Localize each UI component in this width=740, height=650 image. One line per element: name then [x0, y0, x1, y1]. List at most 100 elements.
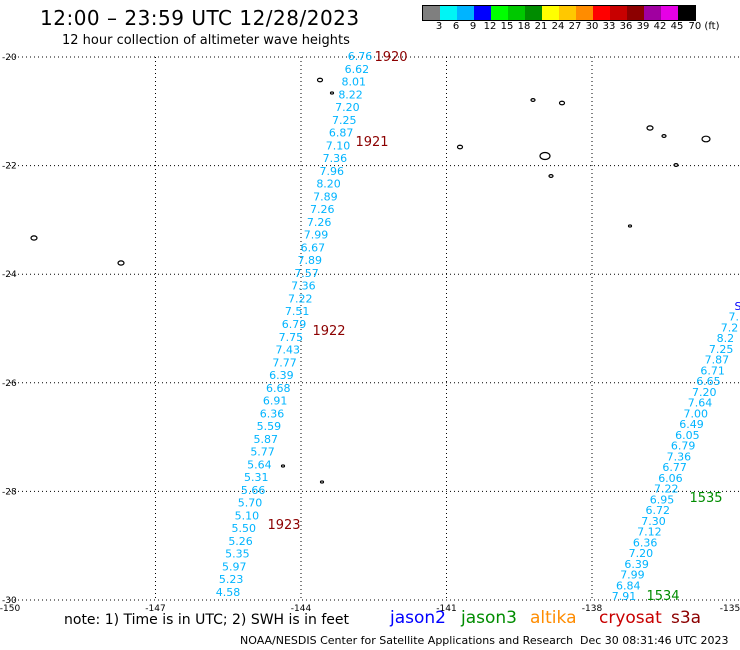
- pass-time-label: 1920: [374, 50, 407, 65]
- swh-value-label: 6.05: [675, 429, 700, 442]
- lat-tick-label: -26: [2, 379, 17, 389]
- swh-value-label: 6.77: [662, 461, 687, 474]
- swh-value-label: 7.43: [275, 344, 300, 357]
- satellite-legend-cryosat: cryosat: [599, 608, 662, 628]
- swh-value-label: 4.58: [216, 586, 241, 599]
- color-swatch: [525, 6, 542, 20]
- swh-value-label: 7.36: [667, 450, 692, 463]
- satellite-legend-jason2: jason2: [390, 608, 446, 628]
- island-outline: [646, 125, 654, 131]
- timestamp-text: Dec 30 08:31:46 UTC 2023: [580, 634, 729, 647]
- swh-value-label: 7.99: [620, 569, 645, 582]
- color-legend-label: 15: [500, 21, 514, 32]
- color-legend-label: 3: [435, 21, 443, 32]
- swh-value-label: 5.66: [241, 484, 266, 497]
- lon-tick-label: -135: [720, 604, 740, 614]
- swh-value-label: 7.2: [721, 321, 739, 334]
- lat-tick-label: -24: [2, 270, 17, 280]
- swh-value-label: 7.20: [692, 386, 717, 399]
- swh-value-label: 7.89: [297, 254, 322, 267]
- swh-value-label: 7.25: [332, 114, 357, 127]
- swh-value-label: 6.79: [671, 440, 696, 453]
- color-swatch: [678, 6, 695, 20]
- color-legend-label: 9: [469, 21, 477, 32]
- map-axis-labels: -150 -147 -144 -141 -138 -135 -20 -22 -24 -26 -28 -…: [0, 53, 740, 614]
- island-outline: [329, 91, 335, 95]
- swh-value-label: 6.84: [616, 579, 641, 592]
- color-legend-label: 33: [602, 21, 616, 32]
- swh-value-label: 6.76: [348, 50, 373, 63]
- swh-value-label: 6.72: [646, 504, 671, 517]
- color-swatch: [440, 6, 457, 20]
- satellite-legend-jason3: jason3: [461, 608, 517, 628]
- credit-text: NOAA/NESDIS Center for Satellite Applica…: [240, 634, 574, 647]
- swh-value-label: 7.: [729, 311, 740, 324]
- satellite-legend-s3a: s3a: [671, 608, 702, 628]
- lat-tick-label: -30: [2, 596, 17, 606]
- swh-value-label: 7.26: [307, 216, 332, 229]
- satellite-legend-altika: altika: [530, 608, 577, 628]
- pass-time-label: 1921: [355, 135, 388, 150]
- swh-value-label: 8.22: [338, 88, 363, 101]
- color-swatch: [542, 6, 559, 20]
- lon-tick-label: -138: [582, 604, 603, 614]
- color-legend-label: 36: [619, 21, 633, 32]
- swh-value-label: 5.77: [250, 446, 275, 459]
- color-legend-label: 18: [517, 21, 531, 32]
- island-outline: [30, 235, 38, 241]
- swh-value-label: 6.87: [329, 127, 354, 140]
- swh-value-label: 7.75: [279, 331, 304, 344]
- swh-value-label: 7.91: [612, 590, 637, 603]
- swh-value-label: 5.59: [257, 420, 282, 433]
- color-swatch: [610, 6, 627, 20]
- color-legend-label: 27: [568, 21, 582, 32]
- swh-value-label: 6.36: [633, 536, 658, 549]
- lon-tick-label: -141: [436, 604, 456, 614]
- page-title: 12:00 – 23:59 UTC 12/28/2023: [40, 6, 360, 30]
- swh-value-label: 7.20: [629, 547, 654, 560]
- swh-value-label: 6.65: [696, 375, 721, 388]
- island-outline: [319, 480, 325, 484]
- color-swatch: [576, 6, 593, 20]
- swh-value-label: 7.30: [641, 515, 666, 528]
- color-swatch: [491, 6, 508, 20]
- swh-value-label: 5.35: [225, 548, 250, 561]
- swh-value-label: 5.10: [235, 509, 260, 522]
- color-legend-label: 42: [653, 21, 667, 32]
- swh-value-label: 7.89: [313, 190, 338, 203]
- color-swatch: [559, 6, 576, 20]
- island-outline: [456, 144, 464, 150]
- swh-value-label: 5.50: [231, 522, 256, 535]
- swh-value-label: 7.26: [310, 203, 335, 216]
- swh-value-label: 7.64: [688, 397, 713, 410]
- island-outline: [661, 134, 667, 139]
- swh-value-label: S: [735, 300, 740, 313]
- lon-tick-label: -150: [0, 604, 20, 614]
- swh-value-label: 6.95: [650, 493, 675, 506]
- color-swatch: [457, 6, 474, 20]
- swh-value-label: 7.36: [323, 152, 348, 165]
- swh-value-label: 7.25: [709, 343, 734, 356]
- swh-value-label: 7.22: [288, 292, 313, 305]
- swh-value-label: 7.22: [654, 483, 679, 496]
- color-swatch: [661, 6, 678, 20]
- swh-value-label: 5.23: [219, 573, 244, 586]
- island-outline: [558, 100, 566, 106]
- color-swatch: [593, 6, 610, 20]
- pass-time-label: 1922: [312, 324, 345, 339]
- swh-value-label: 6.39: [269, 369, 294, 382]
- swh-value-label: 8.2: [717, 332, 735, 345]
- map-grid: [10, 56, 740, 601]
- lon-tick-label: -144: [291, 604, 312, 614]
- color-legend-label: 21: [534, 21, 548, 32]
- satellite-track-east: 7.916.847.996.397.206.367.127.306.726.95…: [612, 300, 740, 604]
- swh-value-label: 5.26: [228, 535, 253, 548]
- island-outline: [530, 97, 536, 102]
- island-outline: [316, 77, 324, 83]
- swh-value-label: 6.49: [679, 418, 704, 431]
- swh-value-label: 6.36: [260, 407, 285, 420]
- island-outline: [673, 163, 679, 168]
- color-swatch: [627, 6, 644, 20]
